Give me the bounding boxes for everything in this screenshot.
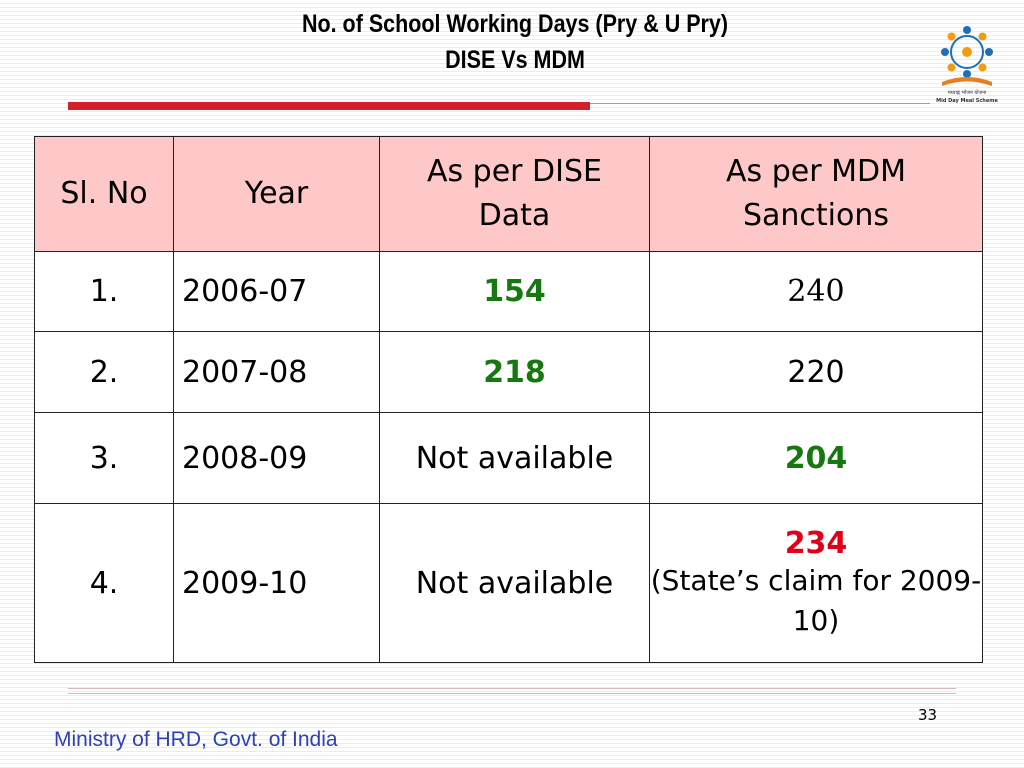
mdm-cell: 240 [649, 251, 983, 332]
logo-emblem-icon [941, 26, 993, 86]
footer-divider-top [68, 688, 956, 689]
mdm-cell: 220 [649, 331, 983, 413]
title-underline-red [68, 102, 590, 110]
title-line-1: No. of School Working Days (Pry & U Pry) [301, 10, 729, 38]
sl-no-cell: 2. [34, 331, 174, 413]
year-cell: 2007-08 [173, 331, 380, 413]
footer-divider-bottom [68, 693, 956, 694]
header-sl-no: Sl. No [34, 136, 174, 252]
year-cell: 2008-09 [173, 412, 380, 504]
mdm-value: 234 [784, 525, 848, 561]
sl-no-cell: 1. [34, 251, 174, 332]
logo-hindi-text: मध्याह्न भोजन योजना [948, 89, 987, 96]
dise-cell: 154 [379, 251, 650, 332]
page-number: 33 [918, 706, 938, 724]
mid-day-meal-logo: मध्याह्न भोजन योजना Mid Day Meal Scheme [936, 26, 998, 104]
sl-no-cell: 4. [34, 503, 174, 663]
table-header-row: Sl. No Year As per DISE Data As per MDM … [34, 136, 983, 252]
title-underline-thin [590, 103, 930, 104]
header-dise: As per DISE Data [379, 136, 650, 252]
header-dise-line2: Data [478, 198, 551, 233]
header-mdm-line1: As per MDM [726, 154, 906, 189]
table-row: 3. 2008-09 Not available 204 [34, 412, 983, 504]
working-days-table: Sl. No Year As per DISE Data As per MDM … [34, 136, 983, 663]
slide-title: No. of School Working Days (Pry & U Pry)… [201, 6, 829, 78]
mdm-cell: 234 (State’s claim for 2009-10) [649, 503, 983, 663]
header-year: Year [173, 136, 380, 252]
header-dise-line1: As per DISE [426, 154, 602, 189]
year-cell: 2009-10 [173, 503, 380, 663]
sl-no-cell: 3. [34, 412, 174, 504]
table-row: 2. 2007-08 218 220 [34, 331, 983, 413]
mdm-note: (State’s claim for 2009-10) [650, 563, 982, 637]
title-line-2: DISE Vs MDM [445, 46, 585, 74]
dise-cell: Not available [379, 412, 650, 504]
dise-cell: 218 [379, 331, 650, 413]
footer-ministry: Ministry of HRD, Govt. of India [54, 728, 338, 751]
year-cell: 2006-07 [173, 251, 380, 332]
header-mdm: As per MDM Sanctions [649, 136, 983, 252]
table-row: 1. 2006-07 154 240 [34, 251, 983, 332]
header-mdm-line2: Sanctions [742, 198, 890, 233]
mdm-cell: 204 [649, 412, 983, 504]
table-row: 4. 2009-10 Not available 234 (State’s cl… [34, 503, 983, 663]
logo-english-text: Mid Day Meal Scheme [936, 98, 998, 104]
dise-cell: Not available [379, 503, 650, 663]
